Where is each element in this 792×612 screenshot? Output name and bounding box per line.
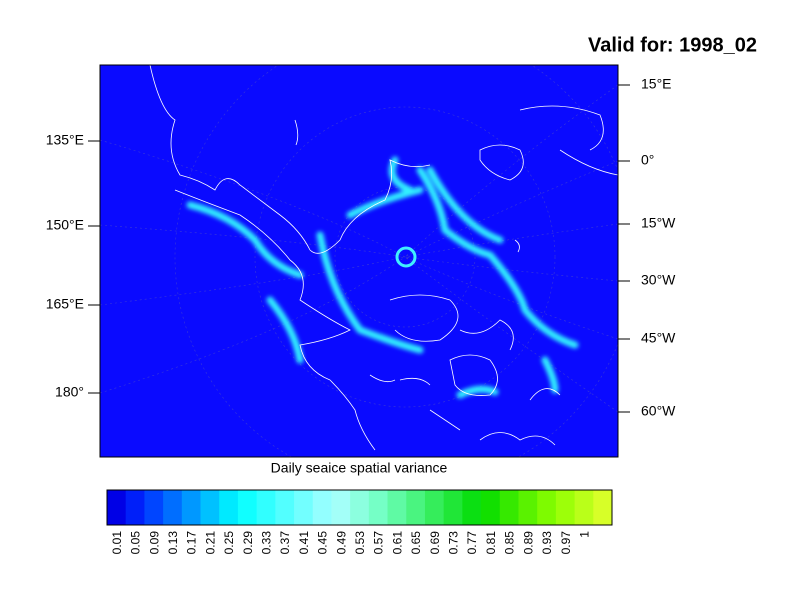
map-frame bbox=[99, 64, 619, 458]
colorbar: 0.01 0.05 0.09 0.13 0.17 0.21 0.25 0.29 0.33 0.37… bbox=[106, 489, 613, 555]
colorbar-box bbox=[144, 490, 164, 525]
colorbar-label: 0.49 bbox=[334, 531, 348, 555]
colorbar-label: 0.33 bbox=[260, 531, 274, 555]
right-label: 45°W bbox=[641, 330, 676, 346]
colorbar-box bbox=[443, 490, 463, 525]
colorbar-label: 0.21 bbox=[203, 531, 217, 555]
colorbar-box bbox=[275, 490, 295, 525]
left-label: 150°E bbox=[46, 217, 84, 233]
coastlines bbox=[149, 65, 618, 451]
colorbar-label: 0.93 bbox=[540, 531, 554, 555]
colorbar-box bbox=[294, 490, 314, 525]
colorbar-label: 0.81 bbox=[484, 531, 498, 555]
colorbar-label: 0.01 bbox=[110, 531, 124, 555]
colorbar-box bbox=[237, 490, 258, 525]
colorbar-label: 0.57 bbox=[372, 531, 386, 555]
colorbar-box bbox=[181, 490, 202, 525]
colorbar-label: 1 bbox=[577, 531, 591, 538]
colorbar-box bbox=[331, 490, 351, 525]
colorbar-frame bbox=[106, 489, 613, 526]
colorbar-box bbox=[499, 490, 519, 525]
pole-ring bbox=[395, 246, 417, 268]
colorbar-label: 0.53 bbox=[353, 531, 367, 555]
colorbar-label: 0.25 bbox=[222, 531, 236, 555]
colorbar-box bbox=[481, 490, 501, 525]
right-label: 60°W bbox=[641, 403, 676, 419]
colorbar-label: 0.65 bbox=[409, 531, 423, 555]
right-label: 15°W bbox=[641, 215, 676, 231]
colorbar-box bbox=[350, 490, 370, 525]
colorbar-box bbox=[537, 490, 557, 525]
colorbar-label: 0.05 bbox=[129, 531, 143, 555]
colorbar-label: 0.45 bbox=[316, 531, 330, 555]
colorbar-box bbox=[219, 490, 239, 525]
graticule bbox=[100, 65, 618, 457]
colorbar-label: 0.69 bbox=[428, 531, 442, 555]
left-label: 180° bbox=[55, 384, 84, 400]
colorbar-box bbox=[574, 490, 594, 525]
colorbar-label: 0.89 bbox=[521, 531, 535, 555]
left-label: 135°E bbox=[46, 132, 84, 148]
colorbar-box bbox=[200, 490, 220, 525]
ocean bbox=[100, 65, 618, 457]
left-label: 165°E bbox=[46, 296, 84, 312]
map bbox=[100, 65, 618, 457]
colorbar-label: 0.61 bbox=[390, 531, 404, 555]
right-label: 0° bbox=[641, 152, 654, 168]
colorbar-label: 0.17 bbox=[185, 531, 199, 555]
colorbar-label: 0.41 bbox=[297, 531, 311, 555]
colorbar-label: 0.97 bbox=[559, 531, 573, 555]
right-label: 30°W bbox=[641, 272, 676, 288]
colorbar-box bbox=[518, 490, 538, 525]
colorbar-box bbox=[387, 490, 407, 525]
colorbar-label: 0.37 bbox=[278, 531, 292, 555]
colorbar-label: 0.77 bbox=[465, 531, 479, 555]
title: Valid for: 1998_02 bbox=[588, 34, 757, 56]
colorbar-label: 0.09 bbox=[147, 531, 161, 555]
colorbar-box bbox=[163, 490, 183, 525]
colorbar-box bbox=[125, 490, 145, 525]
colorbar-box bbox=[462, 490, 482, 525]
colorbar-box bbox=[593, 490, 613, 525]
colorbar-box bbox=[256, 490, 276, 525]
colorbar-box bbox=[312, 490, 332, 525]
right-label: 15°E bbox=[641, 76, 672, 92]
colorbar-box bbox=[107, 490, 127, 525]
colorbar-label: 0.13 bbox=[166, 531, 180, 555]
colorbar-box bbox=[424, 490, 445, 525]
colorbar-label: 0.85 bbox=[503, 531, 517, 555]
colorbar-box bbox=[555, 490, 576, 525]
colorbar-label: 0.73 bbox=[447, 531, 461, 555]
colorbar-box bbox=[406, 490, 426, 525]
map-caption: Daily seaice spatial variance bbox=[271, 460, 448, 476]
colorbar-label: 0.29 bbox=[241, 531, 255, 555]
colorbar-box bbox=[368, 490, 389, 525]
